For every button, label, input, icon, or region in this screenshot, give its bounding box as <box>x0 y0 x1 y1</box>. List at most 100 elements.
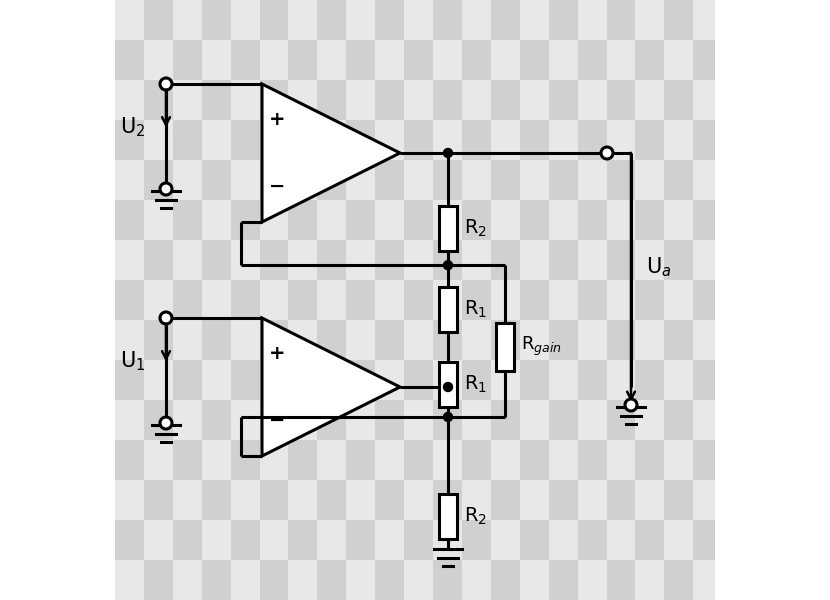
Bar <box>664 360 693 400</box>
Bar <box>722 120 751 160</box>
Text: +: + <box>269 110 286 130</box>
Bar <box>173 520 202 560</box>
Circle shape <box>601 147 613 159</box>
Bar <box>520 520 549 560</box>
Bar <box>636 40 664 80</box>
Bar <box>375 520 404 560</box>
Bar <box>404 160 433 200</box>
Bar <box>664 440 693 480</box>
Bar <box>491 520 520 560</box>
Bar <box>375 360 404 400</box>
Bar <box>722 320 751 360</box>
Bar <box>289 280 317 320</box>
Text: R$_1$: R$_1$ <box>464 298 487 320</box>
Bar <box>607 0 636 40</box>
Bar <box>664 320 693 360</box>
Bar <box>173 560 202 600</box>
Bar <box>491 360 520 400</box>
Circle shape <box>443 148 452 157</box>
Bar <box>144 200 173 240</box>
Bar <box>607 480 636 520</box>
Bar <box>144 240 173 280</box>
Bar <box>491 320 520 360</box>
Bar <box>404 80 433 120</box>
Bar <box>260 520 289 560</box>
Bar <box>231 560 260 600</box>
Bar <box>404 240 433 280</box>
Bar <box>433 200 462 240</box>
Bar <box>346 80 375 120</box>
Bar <box>578 400 607 440</box>
Bar <box>202 560 231 600</box>
Bar <box>346 440 375 480</box>
Bar <box>520 560 549 600</box>
Bar <box>549 280 578 320</box>
Bar <box>260 80 289 120</box>
Bar <box>144 280 173 320</box>
Bar <box>260 120 289 160</box>
Bar <box>462 160 491 200</box>
Bar <box>636 320 664 360</box>
Bar <box>231 280 260 320</box>
Bar <box>202 40 231 80</box>
Bar <box>520 80 549 120</box>
Bar <box>462 80 491 120</box>
Bar <box>173 0 202 40</box>
Bar <box>722 40 751 80</box>
Bar <box>722 480 751 520</box>
Bar <box>607 560 636 600</box>
Bar <box>636 160 664 200</box>
Bar <box>636 520 664 560</box>
Bar <box>578 360 607 400</box>
Bar <box>607 80 636 120</box>
Bar <box>693 360 722 400</box>
Bar <box>520 240 549 280</box>
Bar <box>115 400 144 440</box>
Bar <box>260 160 289 200</box>
Bar <box>496 323 514 371</box>
Text: U$_2$: U$_2$ <box>120 116 145 139</box>
Bar <box>346 560 375 600</box>
Bar <box>202 0 231 40</box>
Bar <box>549 400 578 440</box>
Bar <box>289 320 317 360</box>
Bar <box>549 360 578 400</box>
Bar <box>115 160 144 200</box>
Bar <box>693 120 722 160</box>
Bar <box>722 0 751 40</box>
Bar <box>317 200 346 240</box>
Bar <box>549 120 578 160</box>
Text: R$_{gain}$: R$_{gain}$ <box>521 335 562 358</box>
Bar <box>289 160 317 200</box>
Bar <box>231 200 260 240</box>
Bar <box>664 160 693 200</box>
Bar <box>144 160 173 200</box>
Bar <box>231 240 260 280</box>
Circle shape <box>625 399 637 411</box>
Bar <box>607 40 636 80</box>
Bar <box>462 240 491 280</box>
Bar <box>144 320 173 360</box>
Bar <box>433 400 462 440</box>
Bar <box>520 280 549 320</box>
Bar <box>404 200 433 240</box>
Bar <box>144 40 173 80</box>
Bar <box>607 440 636 480</box>
Bar <box>520 480 549 520</box>
Bar <box>607 280 636 320</box>
Bar <box>578 160 607 200</box>
Bar <box>346 240 375 280</box>
Bar <box>433 480 462 520</box>
Bar <box>693 0 722 40</box>
Bar <box>115 200 144 240</box>
Text: +: + <box>269 344 286 364</box>
Bar <box>115 520 144 560</box>
Bar <box>404 280 433 320</box>
Bar <box>549 0 578 40</box>
Bar <box>346 120 375 160</box>
Bar <box>578 520 607 560</box>
Bar <box>433 80 462 120</box>
Bar <box>722 440 751 480</box>
Bar <box>260 280 289 320</box>
Bar <box>722 560 751 600</box>
